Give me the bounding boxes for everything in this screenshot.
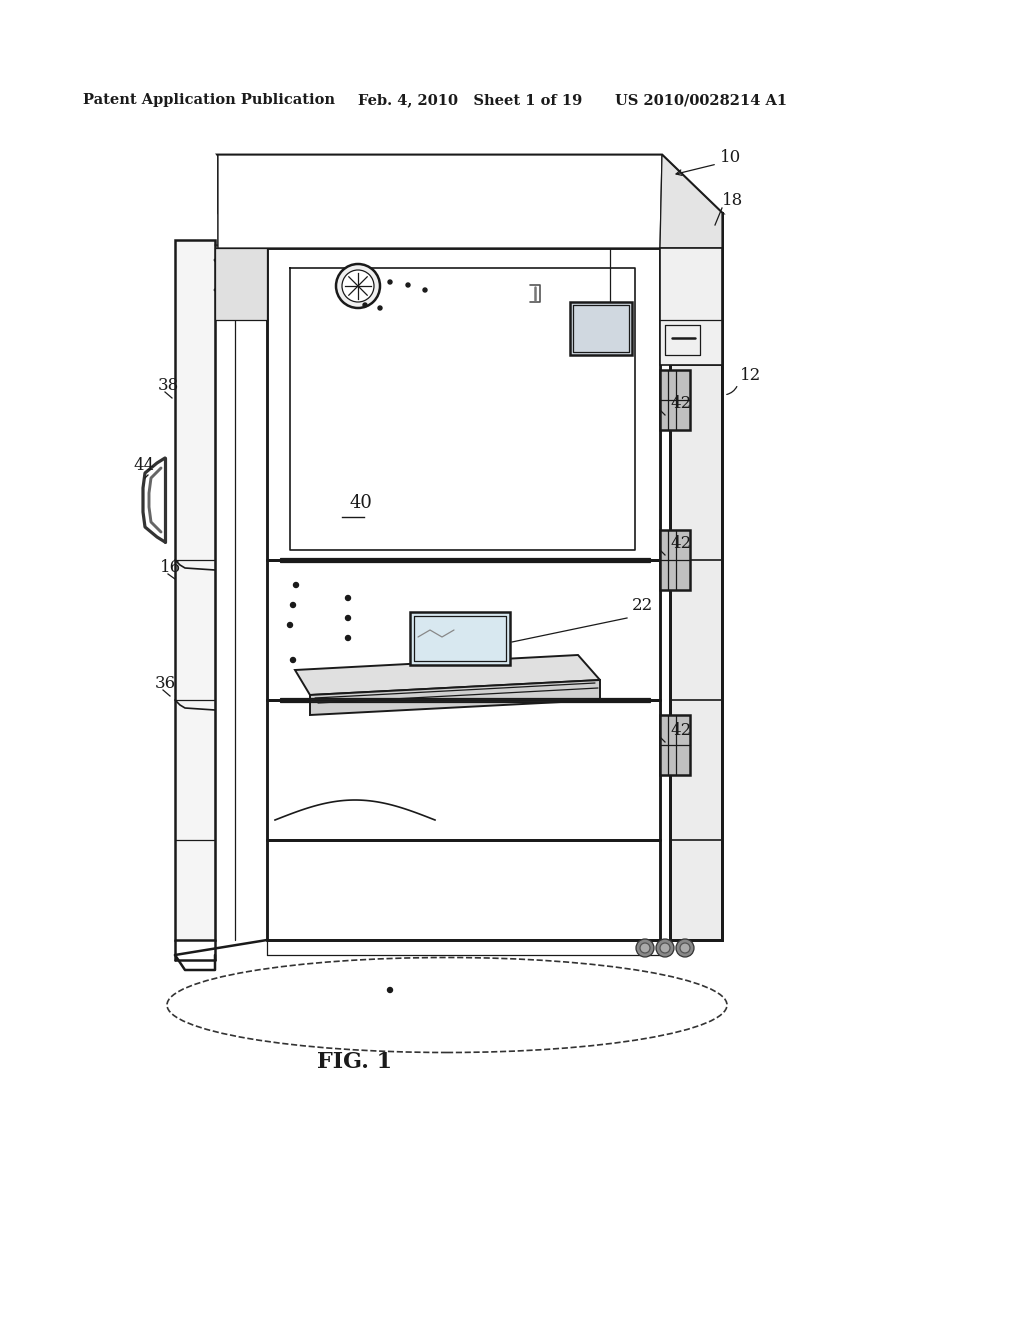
Text: US 2010/0028214 A1: US 2010/0028214 A1 <box>615 92 787 107</box>
Circle shape <box>378 306 382 310</box>
Circle shape <box>387 987 392 993</box>
Polygon shape <box>175 240 215 940</box>
Circle shape <box>636 939 654 957</box>
Circle shape <box>342 271 374 302</box>
Polygon shape <box>215 248 267 319</box>
Circle shape <box>406 282 410 286</box>
Circle shape <box>388 280 392 284</box>
Polygon shape <box>660 248 722 366</box>
Polygon shape <box>570 302 632 355</box>
Polygon shape <box>218 154 662 248</box>
Polygon shape <box>267 248 660 940</box>
Polygon shape <box>310 680 600 715</box>
Text: 10: 10 <box>720 149 741 166</box>
Polygon shape <box>660 154 722 248</box>
Circle shape <box>660 942 670 953</box>
Circle shape <box>336 264 380 308</box>
Circle shape <box>345 635 350 640</box>
Text: 42: 42 <box>670 395 691 412</box>
Circle shape <box>345 595 350 601</box>
Polygon shape <box>662 213 722 248</box>
Polygon shape <box>218 154 267 248</box>
Polygon shape <box>660 715 690 775</box>
Text: 40: 40 <box>350 494 373 512</box>
Circle shape <box>294 582 299 587</box>
Circle shape <box>656 939 674 957</box>
Text: 38: 38 <box>158 378 179 393</box>
Text: 42: 42 <box>670 722 691 739</box>
Circle shape <box>676 939 694 957</box>
Polygon shape <box>218 154 722 213</box>
Text: 44: 44 <box>133 457 155 474</box>
Circle shape <box>680 942 690 953</box>
Text: 12: 12 <box>740 367 761 384</box>
Polygon shape <box>670 213 722 940</box>
Text: FIG. 1: FIG. 1 <box>317 1051 392 1073</box>
Circle shape <box>291 657 296 663</box>
Polygon shape <box>295 655 600 696</box>
Text: 18: 18 <box>722 191 743 209</box>
Circle shape <box>288 623 293 627</box>
Circle shape <box>345 615 350 620</box>
Circle shape <box>291 602 296 607</box>
Text: 22: 22 <box>632 597 653 614</box>
Text: 42: 42 <box>670 535 691 552</box>
Circle shape <box>640 942 650 953</box>
Polygon shape <box>660 531 690 590</box>
Circle shape <box>362 304 367 308</box>
Circle shape <box>423 288 427 292</box>
Polygon shape <box>262 213 722 248</box>
Text: 36: 36 <box>155 675 176 692</box>
Text: Patent Application Publication: Patent Application Publication <box>83 92 335 107</box>
Text: 16: 16 <box>160 558 181 576</box>
Polygon shape <box>410 612 510 665</box>
Text: Feb. 4, 2010   Sheet 1 of 19: Feb. 4, 2010 Sheet 1 of 19 <box>358 92 583 107</box>
Polygon shape <box>660 370 690 430</box>
